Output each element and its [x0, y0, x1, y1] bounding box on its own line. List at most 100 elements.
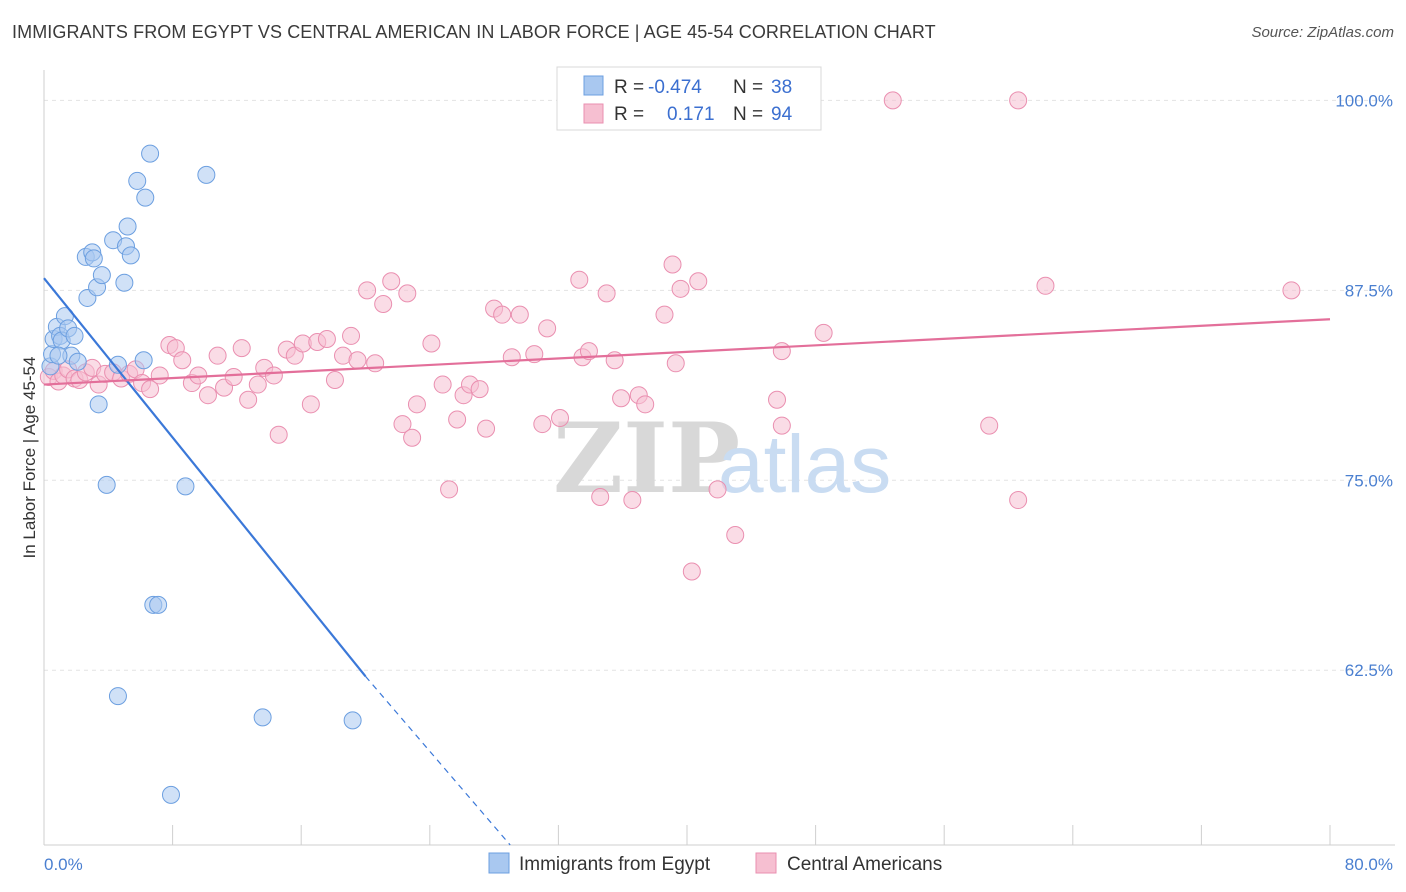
central-point-54: [448, 410, 467, 429]
central-point-87: [772, 416, 791, 435]
egypt-point-31: [149, 595, 168, 614]
legend-n-value-egypt: 38: [771, 77, 792, 98]
egypt-point-22: [115, 273, 134, 292]
bottom-legend-central: Central Americans: [787, 854, 942, 875]
central-point-89: [814, 323, 833, 342]
central-point-36: [301, 395, 320, 414]
egypt-point-20: [108, 355, 127, 374]
central-point-46: [382, 272, 401, 291]
central-point-48: [398, 284, 417, 303]
central-point-90: [883, 91, 902, 110]
central-point-77: [655, 305, 674, 324]
central-point-57: [470, 380, 489, 399]
central-point-95: [1282, 281, 1301, 300]
watermark: ZIP atlas: [553, 402, 891, 515]
central-point-67: [570, 270, 589, 289]
central-point-26: [224, 367, 243, 386]
central-point-27: [232, 339, 251, 358]
egypt-trend-line: [43, 277, 367, 678]
egypt-point-9: [65, 326, 84, 345]
egypt-point-10: [68, 352, 87, 371]
central-point-70: [591, 488, 610, 507]
legend-r-value-egypt: -0.474: [648, 77, 702, 98]
central-point-74: [623, 491, 642, 510]
watermark-zip: ZIP: [553, 402, 740, 515]
legend-r-label-central: R =: [614, 104, 644, 125]
central-point-71: [597, 284, 616, 303]
central-point-88: [772, 342, 791, 361]
central-point-64: [533, 415, 552, 434]
trend-lines: [43, 277, 1331, 846]
egypt-point-36: [343, 711, 362, 730]
legend-swatch-egypt: [583, 75, 604, 96]
central-point-84: [726, 526, 745, 544]
central-point-47: [393, 415, 412, 434]
x-tick-label-0: 0.0%: [44, 855, 83, 874]
egypt-point-17: [92, 266, 111, 285]
x-tick-label-1: 80.0%: [1345, 855, 1393, 874]
grid-lines: [44, 99, 1395, 671]
legend: R = -0.474 N = 38 R = 0.171 N = 94: [556, 66, 822, 131]
central-point-73: [612, 389, 631, 408]
egypt-point-34: [197, 165, 216, 184]
central-point-16: [141, 380, 160, 399]
central-point-41: [342, 326, 361, 345]
central-point-65: [538, 319, 557, 338]
central-point-53: [440, 480, 459, 499]
central-point-42: [348, 351, 367, 370]
central-point-29: [248, 375, 267, 394]
central-point-61: [502, 348, 521, 367]
egypt-point-26: [128, 171, 147, 190]
central-point-93: [1009, 91, 1028, 110]
watermark-atlas: atlas: [718, 419, 891, 510]
egypt-point-29: [141, 144, 160, 163]
bottom-legend-swatch-egypt: [488, 852, 510, 874]
y-tick-labels: 62.5% 75.0% 87.5% 100.0%: [1335, 91, 1393, 680]
egypt-point-37: [49, 346, 68, 365]
central-point-79: [666, 354, 685, 373]
source-label: Source: ZipAtlas.com: [1251, 24, 1394, 41]
egypt-point-28: [136, 188, 155, 207]
central-point-31: [264, 366, 283, 385]
axes: [43, 70, 1395, 846]
central-point-94: [1036, 276, 1055, 295]
legend-swatch-central: [583, 103, 604, 124]
central-point-58: [477, 419, 496, 438]
central-point-66: [551, 408, 570, 427]
egypt-point-21: [108, 687, 127, 706]
y-tick-label-3: 100.0%: [1335, 91, 1393, 110]
central-point-76: [636, 395, 655, 414]
bottom-legend-egypt: Immigrants from Egypt: [519, 854, 711, 875]
legend-r-value-central: 0.171: [667, 104, 715, 125]
central-point-17: [150, 366, 169, 385]
central-trend-line: [43, 318, 1331, 386]
central-point-32: [269, 425, 288, 444]
egypt-point-35: [253, 708, 272, 727]
egypt-point-18: [97, 475, 116, 494]
egypt-point-33: [176, 477, 195, 496]
central-point-91: [980, 416, 999, 435]
legend-n-label-central: N =: [733, 104, 763, 125]
central-point-44: [366, 354, 385, 373]
legend-n-label-egypt: N =: [733, 77, 763, 98]
central-point-20: [173, 351, 192, 370]
central-point-38: [317, 329, 336, 348]
central-point-81: [682, 562, 701, 581]
y-axis-label: In Labor Force | Age 45-54: [20, 357, 39, 559]
y-tick-label-1: 75.0%: [1345, 471, 1393, 490]
central-point-51: [422, 334, 441, 353]
central-point-78: [663, 255, 682, 274]
chart-title: IMMIGRANTS FROM EGYPT VS CENTRAL AMERICA…: [12, 22, 936, 42]
bottom-legend: Immigrants from Egypt Central Americans: [488, 852, 942, 875]
legend-n-value-central: 94: [771, 104, 793, 125]
central-point-92: [1009, 491, 1028, 510]
egypt-point-14: [84, 249, 103, 268]
central-point-60: [493, 305, 512, 324]
x-tick-labels: 0.0% 80.0%: [44, 855, 1393, 874]
egypt-point-25: [121, 246, 140, 265]
central-point-83: [708, 480, 727, 499]
egypt-point-16: [89, 395, 108, 414]
central-point-24: [208, 346, 227, 365]
bottom-legend-swatch-central: [755, 852, 777, 874]
